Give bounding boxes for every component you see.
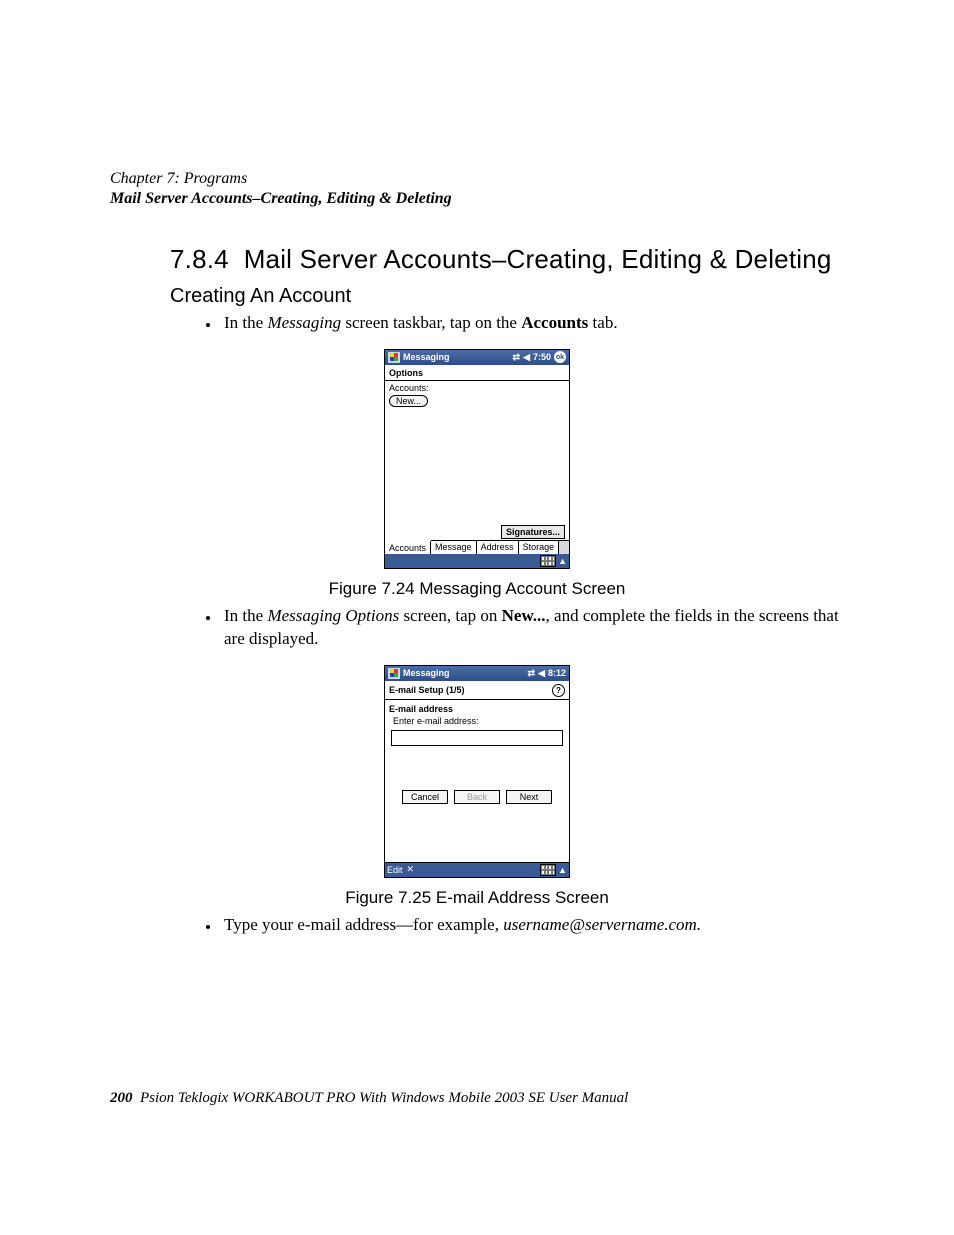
figure-caption-1: Figure 7.24 Messaging Account Screen xyxy=(110,579,844,599)
edit-menu[interactable]: Edit xyxy=(387,865,403,875)
connectivity-icon[interactable]: ⇄ xyxy=(528,668,536,679)
section-number: 7.8.4 xyxy=(170,244,229,274)
text: Options xyxy=(389,368,423,378)
clock-text: 7:50 xyxy=(533,352,551,362)
footer-text: Psion Teklogix WORKABOUT PRO With Window… xyxy=(140,1090,628,1106)
keyboard-icon[interactable] xyxy=(540,555,556,567)
speaker-icon[interactable]: ◀ xyxy=(523,352,530,363)
tab-accounts[interactable]: Accounts xyxy=(385,540,431,554)
text: New... xyxy=(502,606,546,625)
text: Messaging xyxy=(267,313,341,332)
start-flag-icon[interactable] xyxy=(388,352,400,363)
up-caret-icon[interactable]: ▲ xyxy=(558,556,567,566)
options-header: Options xyxy=(385,365,569,380)
help-icon[interactable]: ? xyxy=(552,684,565,697)
tab-strip: Accounts Message Address Storage xyxy=(385,540,569,554)
figure-caption-2: Figure 7.25 E-mail Address Screen xyxy=(110,888,844,908)
screenshot-email-setup: Messaging ⇄ ◀ 8:12 E-mail Setup (1/5) ? … xyxy=(384,665,570,878)
enter-email-label: Enter e-mail address: xyxy=(385,714,569,728)
titlebar: Messaging ⇄ ◀ 7:50 ok xyxy=(385,350,569,365)
new-button[interactable]: New... xyxy=(389,395,428,407)
connectivity-icon[interactable]: ⇄ xyxy=(513,352,521,363)
clock-text: 8:12 xyxy=(548,668,566,678)
close-icon[interactable]: ✕ xyxy=(407,864,415,875)
subheading: Creating An Account xyxy=(170,285,844,308)
signatures-button[interactable]: Signatures... xyxy=(501,525,565,539)
page-number: 200 xyxy=(110,1090,133,1106)
titlebar: Messaging ⇄ ◀ 8:12 xyxy=(385,666,569,681)
keyboard-icon[interactable] xyxy=(540,864,556,876)
text: In the xyxy=(224,313,267,332)
email-input[interactable] xyxy=(391,730,563,746)
speaker-icon[interactable]: ◀ xyxy=(538,668,545,679)
email-address-heading: E-mail address xyxy=(385,700,569,714)
header-section-path: Mail Server Accounts–Creating, Editing &… xyxy=(110,190,844,208)
next-button[interactable]: Next xyxy=(506,790,552,804)
tab-storage[interactable]: Storage xyxy=(519,541,560,554)
app-title: Messaging xyxy=(403,668,525,678)
text: Messaging Options xyxy=(267,606,399,625)
text: Type your e-mail address—for example, xyxy=(224,915,503,934)
tab-message[interactable]: Message xyxy=(431,541,477,554)
text: username@servername.com. xyxy=(503,915,701,934)
bottom-bar: Edit ✕ ▲ xyxy=(385,863,569,877)
back-button: Back xyxy=(454,790,500,804)
screenshot-accounts: Messaging ⇄ ◀ 7:50 ok Options Accounts: … xyxy=(384,349,570,569)
tab-address[interactable]: Address xyxy=(477,541,519,554)
chapter-line: Chapter 7: Programs xyxy=(110,170,844,188)
text: E-mail Setup (1/5) xyxy=(389,685,465,695)
text: In the xyxy=(224,606,267,625)
instruction-1: In the Messaging screen taskbar, tap on … xyxy=(220,312,844,335)
wizard-step-header: E-mail Setup (1/5) ? xyxy=(385,681,569,699)
app-title: Messaging xyxy=(403,352,510,362)
cancel-button[interactable]: Cancel xyxy=(402,790,448,804)
text: Accounts xyxy=(521,313,588,332)
start-flag-icon[interactable] xyxy=(388,668,400,679)
text: tab. xyxy=(588,313,617,332)
text: screen taskbar, tap on the xyxy=(341,313,521,332)
accounts-label: Accounts: xyxy=(389,383,565,393)
instruction-2: In the Messaging Options screen, tap on … xyxy=(220,605,844,651)
page-footer: 200 Psion Teklogix WORKABOUT PRO With Wi… xyxy=(110,1090,628,1107)
ok-button[interactable]: ok xyxy=(554,351,566,363)
section-heading: 7.8.4 Mail Server Accounts–Creating, Edi… xyxy=(170,244,844,275)
section-title: Mail Server Accounts–Creating, Editing &… xyxy=(244,244,832,274)
bottom-bar: ▲ xyxy=(385,554,569,568)
instruction-3: Type your e-mail address—for example, us… xyxy=(220,914,844,937)
text: screen, tap on xyxy=(399,606,501,625)
up-caret-icon[interactable]: ▲ xyxy=(558,865,567,875)
